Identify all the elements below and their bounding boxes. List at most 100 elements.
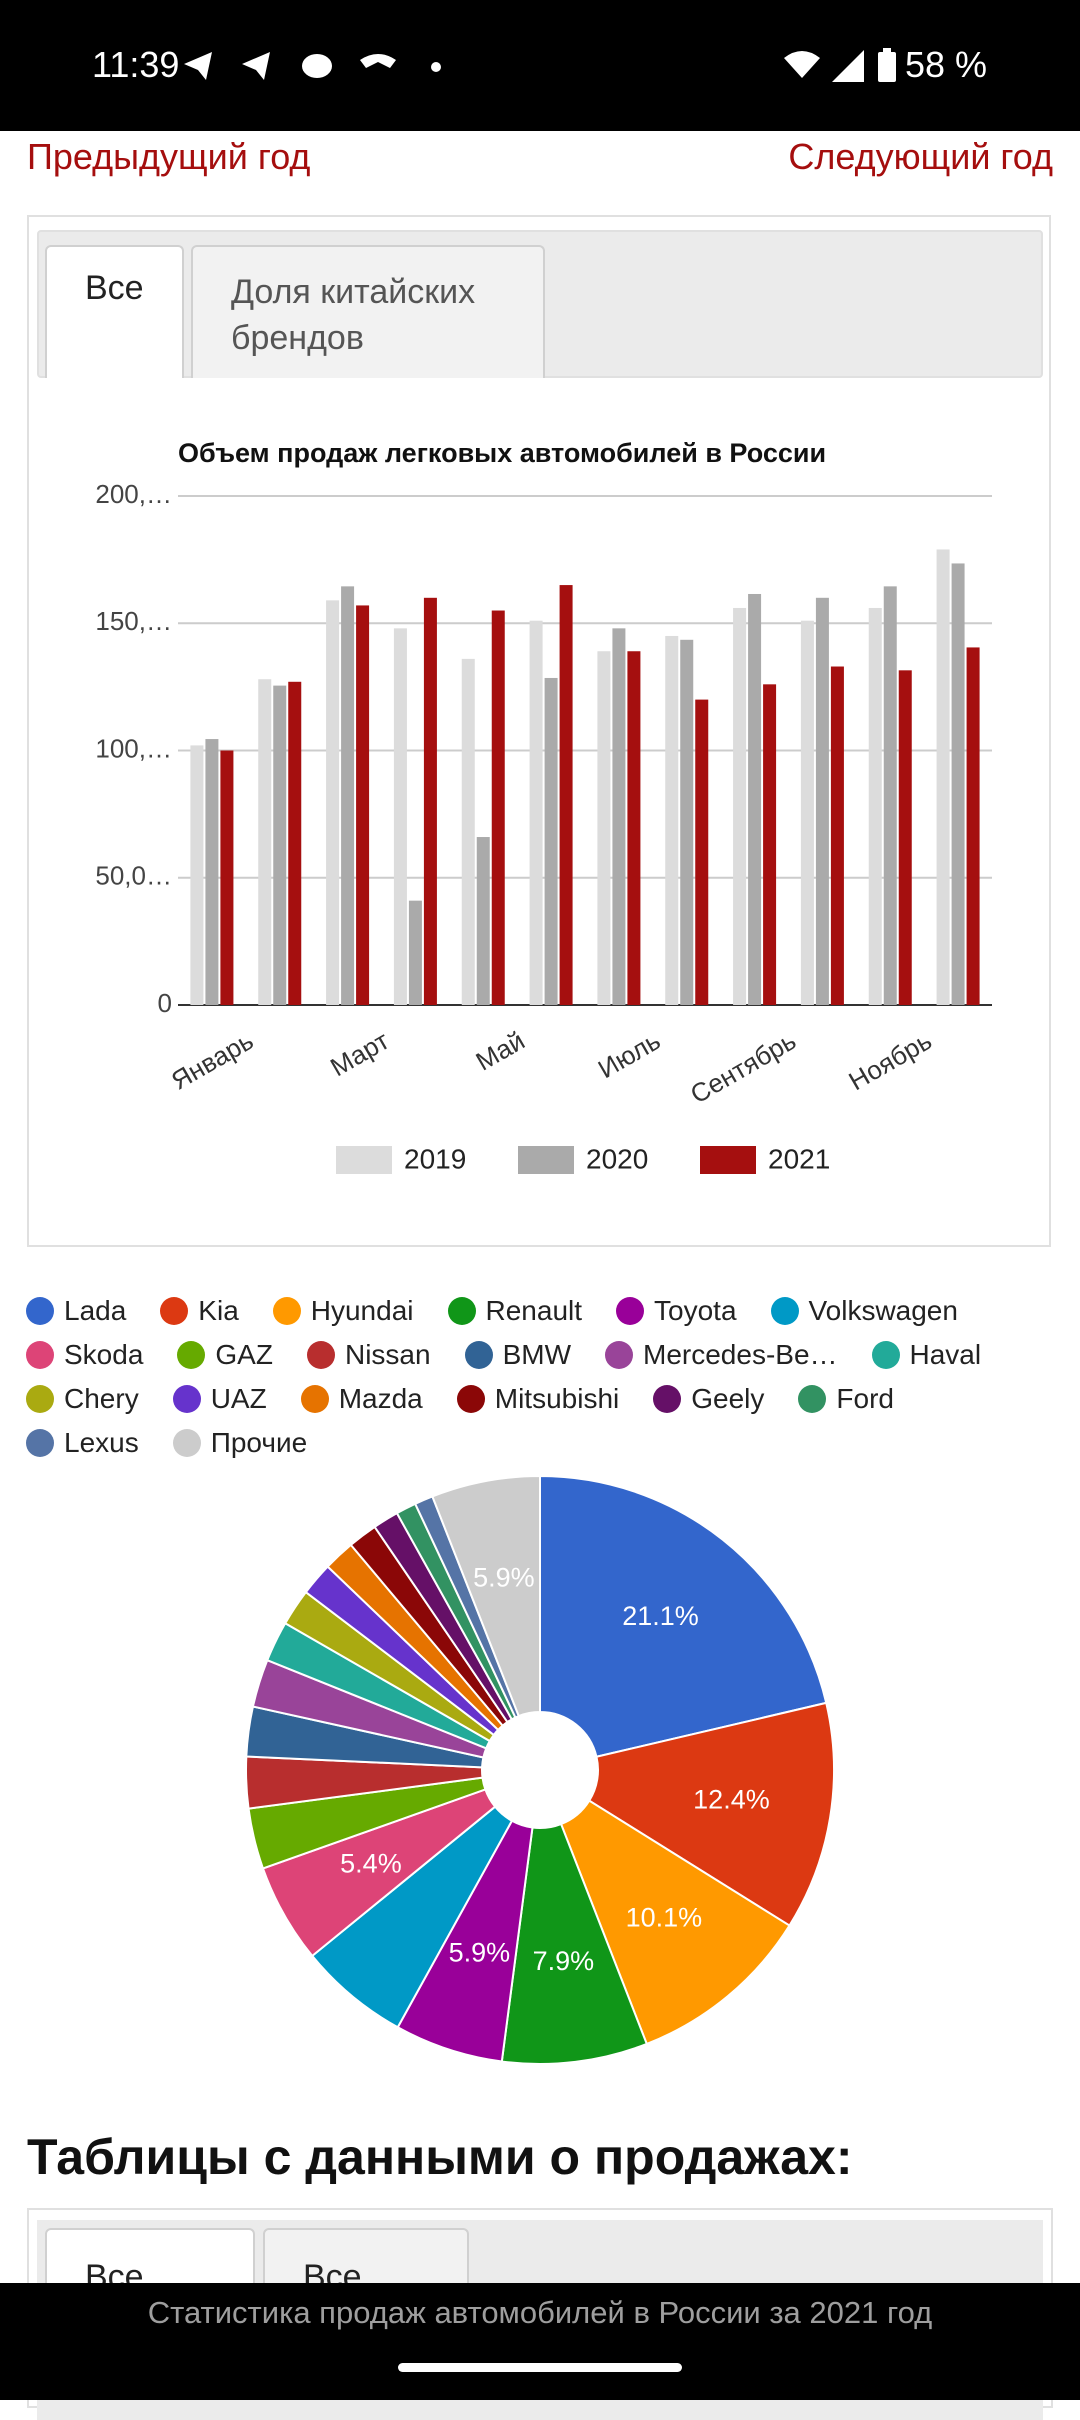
legend-label: Прочие	[210, 1427, 308, 1458]
bar	[544, 677, 558, 1005]
legend-label: Toyota	[654, 1295, 737, 1326]
legend-label: GAZ	[215, 1339, 273, 1370]
legend-item: Chery	[26, 1380, 139, 1418]
legend-label: Chery	[64, 1383, 139, 1414]
legend-label: 2019	[404, 1143, 466, 1174]
bar	[763, 684, 777, 1005]
pie-slice	[431, 1474, 541, 1718]
next-year-link[interactable]: Следующий год	[788, 136, 1053, 177]
slice-label: 12.4%	[693, 1785, 770, 1815]
bar	[559, 585, 573, 1005]
legend-dot	[26, 1385, 54, 1413]
legend-item: Nissan	[306, 1336, 431, 1374]
legend-item: Ford	[798, 1380, 894, 1418]
legend-item: BMW	[464, 1336, 571, 1374]
bar	[220, 750, 234, 1005]
slice-label: 5.9%	[473, 1562, 535, 1592]
legend-dot	[26, 1429, 54, 1457]
legend-item: Kia	[160, 1292, 239, 1330]
x-tick-label: Ноябрь	[844, 1025, 937, 1096]
bar	[665, 635, 679, 1005]
legend-item: Skoda	[26, 1336, 143, 1374]
legend-label: Lexus	[64, 1427, 139, 1458]
legend-item: Mazda	[300, 1380, 423, 1418]
legend-label: Ford	[836, 1383, 894, 1414]
legend-label: Mercedes-Be…	[643, 1339, 838, 1370]
x-tick-label: Март	[325, 1025, 394, 1082]
home-indicator	[398, 2363, 682, 2372]
y-tick-label: 200,…	[95, 479, 172, 509]
bar	[612, 628, 626, 1005]
legend-dot	[770, 1297, 799, 1325]
y-tick-label: 0	[158, 988, 172, 1018]
legend-item: Volkswagen	[770, 1292, 958, 1330]
bar	[476, 837, 490, 1005]
legend-dot	[306, 1341, 335, 1369]
legend-swatch	[336, 1146, 392, 1174]
bar	[341, 586, 355, 1005]
legend-dot	[300, 1385, 329, 1413]
bar	[733, 607, 747, 1005]
bottom-bar	[0, 2283, 1080, 2400]
legend-swatch	[700, 1146, 756, 1174]
chart-title: Объем продаж легковых автомобилей в Росс…	[178, 438, 826, 468]
legend-dot	[447, 1297, 476, 1325]
bar	[800, 620, 814, 1005]
legend-dot	[160, 1297, 189, 1325]
legend-item: Renault	[447, 1292, 582, 1330]
charts: Объем продаж легковых автомобилей в Росс…	[95, 438, 992, 2065]
legend-item: Lexus	[26, 1424, 139, 1462]
legend-item: Haval	[871, 1336, 982, 1374]
y-tick-label: 150,…	[95, 606, 172, 636]
bar	[695, 699, 709, 1005]
chart-card	[27, 215, 1051, 1247]
bar	[830, 666, 844, 1005]
legend-label: Haval	[909, 1339, 982, 1370]
legend-label: 2021	[768, 1143, 830, 1174]
bar	[205, 739, 219, 1005]
legend-dot	[456, 1385, 485, 1413]
notification-icons	[184, 52, 441, 80]
page-title: Статистика продаж автомобилей в России з…	[147, 2295, 933, 2330]
bar	[748, 593, 762, 1005]
pie-slice	[500, 1822, 649, 2065]
bar	[627, 651, 641, 1005]
legend-label: Nissan	[344, 1339, 431, 1370]
slice-label: 10.1%	[626, 1902, 703, 1932]
tab[interactable]: Доля китайских брендов	[191, 245, 545, 378]
pie-slice	[559, 1799, 791, 2046]
legend-label: Lada	[64, 1295, 127, 1326]
tab[interactable]: Все	[45, 245, 184, 378]
legend-item: Mercedes-Be…	[605, 1336, 838, 1374]
legend-label: Kia	[198, 1295, 239, 1326]
legend-dot	[798, 1385, 827, 1413]
bar	[491, 610, 505, 1005]
legend-dot	[871, 1341, 900, 1369]
legend-dot	[272, 1297, 301, 1325]
legend-label: Volkswagen	[808, 1295, 958, 1326]
bar	[815, 597, 829, 1005]
x-tick-label: Июль	[593, 1025, 665, 1084]
legend-item: Mitsubishi	[456, 1380, 619, 1418]
slice-label: 5.4%	[340, 1848, 402, 1878]
bar	[356, 605, 370, 1005]
legend-label: Geely	[691, 1383, 765, 1414]
slice-label: 7.9%	[533, 1946, 595, 1976]
legend-dot	[26, 1297, 54, 1325]
bar	[951, 563, 965, 1005]
legend-dot	[605, 1341, 633, 1369]
legend-dot	[464, 1341, 493, 1369]
battery-level: 58 %	[905, 44, 988, 85]
legend-dot	[177, 1341, 206, 1369]
legend-item: GAZ	[177, 1336, 273, 1374]
status-bar	[0, 0, 1080, 131]
legend-item: Lada	[26, 1292, 126, 1330]
prev-year-link[interactable]: Предыдущий год	[27, 136, 311, 177]
bar	[883, 586, 897, 1005]
clock: 11:39	[92, 44, 180, 85]
bar	[461, 658, 475, 1005]
legend-item: Toyota	[616, 1292, 737, 1330]
pie-slice	[587, 1701, 835, 1927]
slice-label: 5.9%	[449, 1937, 511, 1967]
x-tick-label: Сентябрь	[685, 1025, 801, 1109]
